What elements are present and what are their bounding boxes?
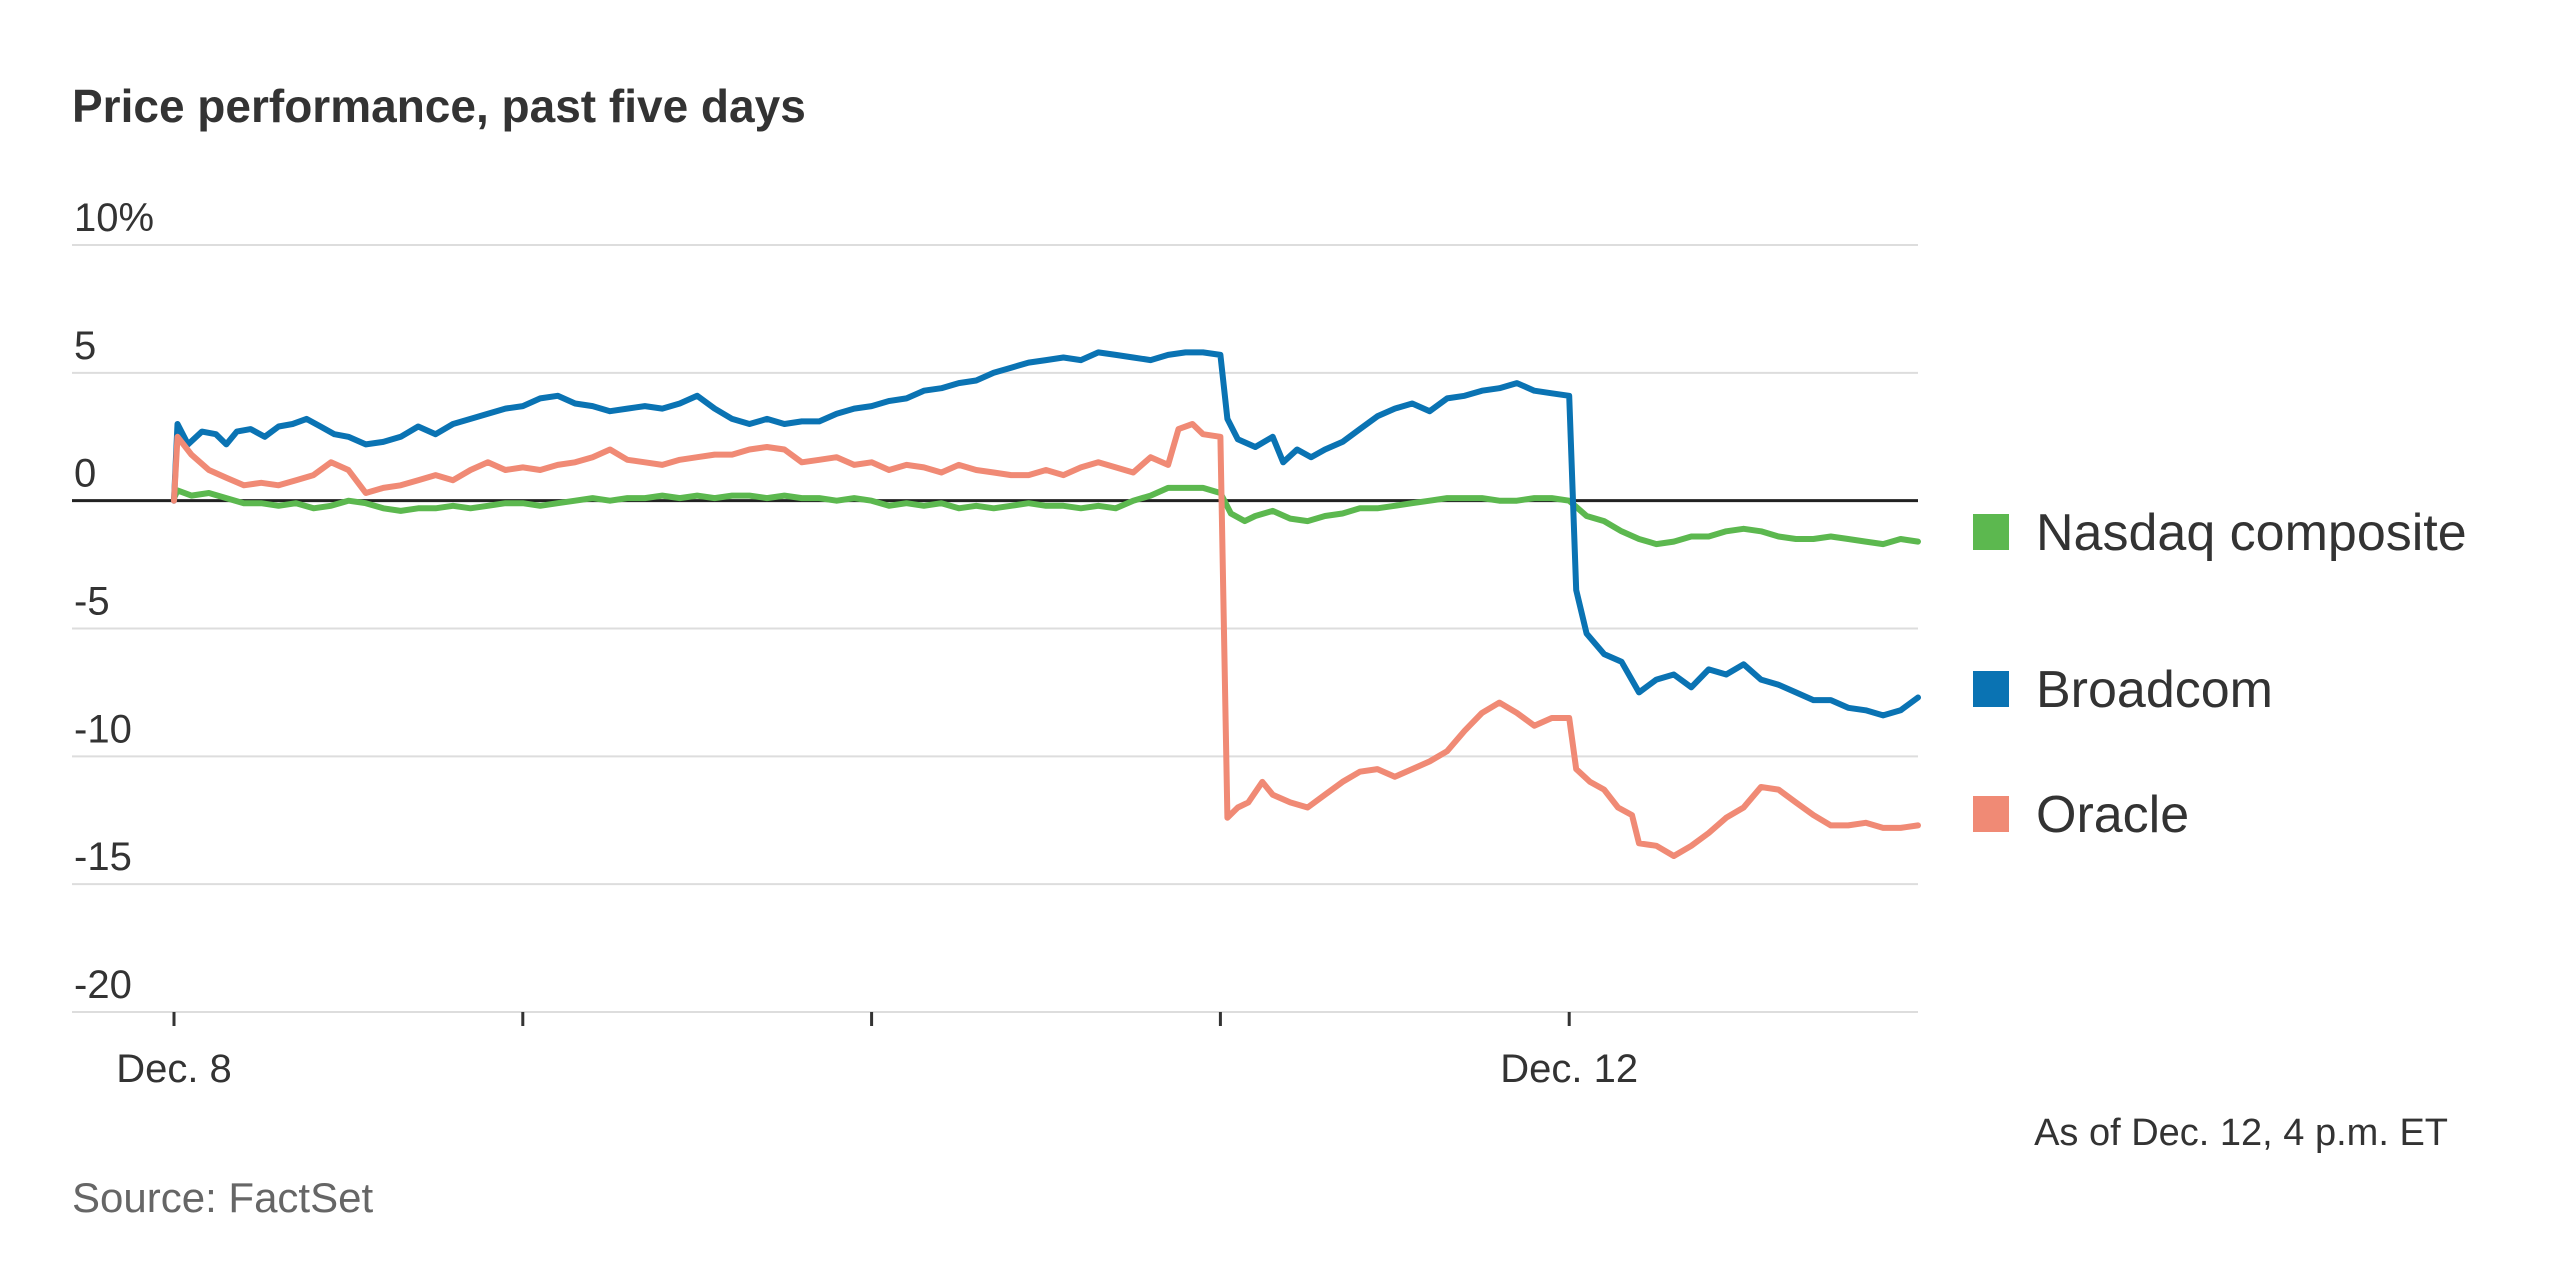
chart-title: Price performance, past five days [72, 80, 806, 132]
gridlines [72, 244, 1918, 1013]
legend-swatch-broadcom [1973, 671, 2009, 707]
y-tick-label: 5 [74, 324, 96, 368]
y-tick-label: 0 [74, 452, 96, 496]
y-tick-label: -20 [74, 963, 132, 1007]
legend: Nasdaq composite Broadcom Oracle [1973, 504, 2467, 844]
y-tick-label: 10% [74, 196, 154, 240]
legend-label-nasdaq-composite: Nasdaq composite [2036, 504, 2467, 562]
x-tick-label: Dec. 8 [116, 1047, 232, 1091]
y-tick-label: -5 [74, 580, 110, 624]
y-tick-label: -10 [74, 707, 132, 751]
source-note: Source: FactSet [72, 1174, 373, 1221]
legend-label-broadcom: Broadcom [2036, 661, 2273, 719]
timestamp-note: As of Dec. 12, 4 p.m. ET [2034, 1112, 2448, 1154]
x-axis: Dec. 8 Dec. 12 [116, 1012, 1638, 1091]
series-line-oracle [171, 421, 1921, 859]
legend-swatch-nasdaq-composite [1973, 514, 2009, 550]
legend-label-oracle: Oracle [2036, 786, 2189, 844]
y-tick-label: -15 [74, 835, 132, 879]
series-lines [171, 349, 1921, 859]
series-line-nasdaq-composite [171, 484, 1921, 548]
series-line-broadcom [171, 349, 1921, 719]
x-tick-label: Dec. 12 [1500, 1047, 1638, 1091]
y-axis-ticks: 10% 5 0 -5 -10 -15 -20 [74, 196, 154, 1007]
legend-swatch-oracle [1973, 796, 2009, 832]
